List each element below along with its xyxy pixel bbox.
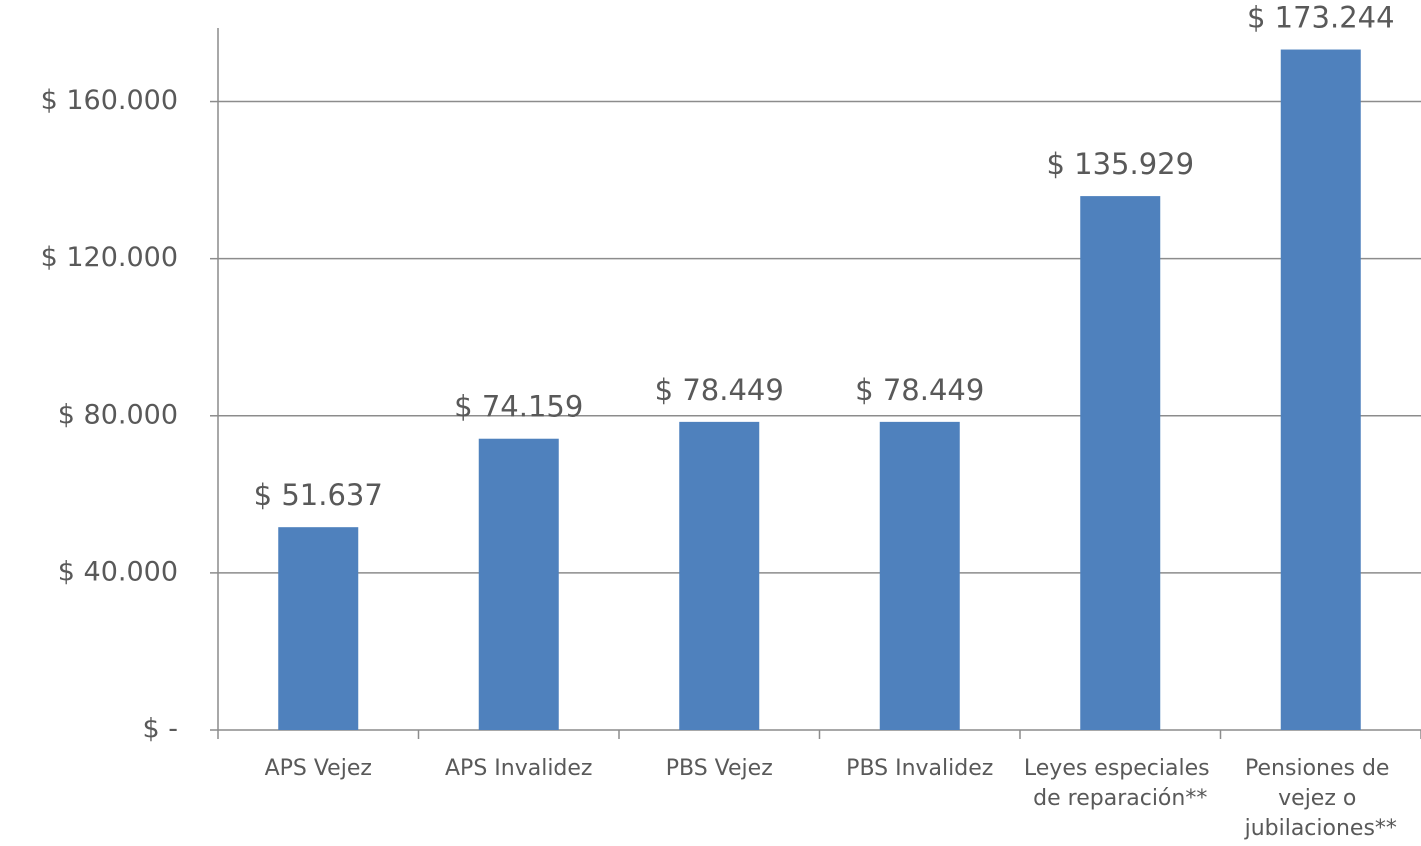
value-label: $ 51.637: [254, 478, 383, 512]
value-label: $ 74.159: [454, 390, 583, 424]
bar: [679, 421, 760, 730]
bar: [1280, 49, 1361, 730]
y-tick-label: $ 120.000: [41, 242, 178, 273]
value-label: $ 135.929: [1046, 147, 1194, 181]
y-tick-label: $ 80.000: [58, 399, 178, 430]
x-tick-label: APS Invalidez: [445, 756, 592, 781]
x-tick-label: PBS Invalidez: [846, 756, 993, 781]
value-label: $ 78.449: [855, 373, 984, 407]
bar: [478, 438, 559, 730]
y-tick-label: $ -: [142, 714, 178, 745]
bar: [1080, 196, 1161, 731]
bar: [879, 421, 960, 730]
x-tick-label: Leyes especiales de reparación**: [1024, 756, 1217, 811]
value-label: $ 78.449: [655, 373, 784, 407]
x-tick-label: PBS Vejez: [666, 756, 773, 781]
y-tick-label: $ 160.000: [41, 85, 178, 116]
x-tick-label: Pensiones de vejez o jubilaciones**: [1244, 756, 1397, 841]
x-tick-label: APS Vejez: [265, 756, 372, 781]
value-label: $ 173.244: [1247, 1, 1395, 35]
y-tick-label: $ 40.000: [58, 556, 178, 587]
bar: [278, 527, 359, 730]
